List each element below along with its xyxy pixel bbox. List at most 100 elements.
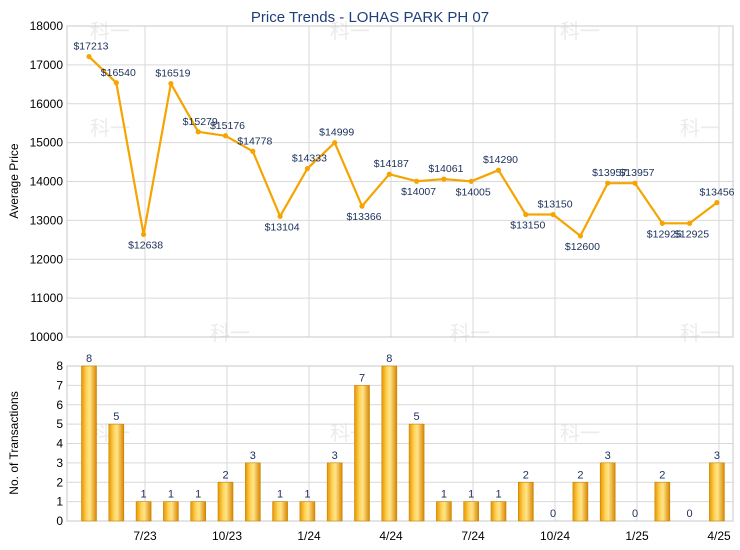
x-tick-label: 4/25: [707, 529, 731, 543]
transaction-bar: [381, 365, 398, 522]
price-data-label: $12638: [128, 239, 163, 251]
price-point: [386, 171, 392, 177]
transaction-bar: [490, 501, 507, 522]
watermark-text: 科一: [450, 321, 490, 345]
price-point: [141, 231, 147, 238]
transaction-count-label: 1: [468, 489, 474, 501]
price-y-axis-ticks: 10000 11000 12000 13000 14000 15000 16000 17000…: [30, 19, 64, 344]
price-point: [523, 211, 529, 218]
price-data-label: $14007: [401, 186, 436, 198]
transaction-bar: [81, 365, 97, 522]
transactions-y-tick-label: 4: [56, 437, 63, 451]
transaction-bar: [135, 501, 152, 522]
price-data-label: $14005: [456, 186, 491, 198]
price-point: [168, 80, 174, 87]
transaction-count-label: 0: [632, 508, 638, 520]
price-point: [195, 129, 201, 135]
price-line: [88, 55, 718, 237]
price-data-label: $14333: [292, 153, 327, 165]
transaction-count-label: 2: [523, 469, 529, 481]
transaction-count-label: 1: [441, 489, 447, 501]
transactions-y-tick-label: 6: [56, 398, 63, 412]
price-point: [441, 176, 447, 182]
price-point: [250, 148, 256, 154]
transaction-bar: [572, 481, 589, 522]
watermark-text: 科一: [680, 321, 720, 345]
transaction-count-label: 8: [386, 353, 392, 365]
price-data-label: $12925: [674, 228, 709, 240]
x-tick-label: 7/23: [133, 529, 157, 543]
price-data-label: $14061: [428, 163, 463, 175]
transaction-bar: [517, 481, 534, 522]
transaction-count-label: 1: [277, 489, 283, 501]
price-point: [86, 53, 92, 60]
price-point: [659, 220, 665, 226]
price-point: [495, 167, 502, 173]
watermark-layer: 科一科一科一科一科一科一科一科一科一科一科一: [90, 19, 720, 445]
transaction-count-label: 3: [714, 450, 720, 462]
price-data-label: $16519: [155, 68, 190, 80]
price-data-label: $15279: [183, 116, 218, 128]
price-y-tick-label: 12000: [30, 252, 64, 266]
transactions-y-tick-label: 0: [56, 514, 63, 528]
price-data-label: $13366: [346, 211, 381, 223]
transaction-count-label: 3: [250, 450, 256, 462]
price-point: [687, 220, 693, 226]
x-tick-label: 4/24: [379, 529, 403, 543]
watermark-text: 科一: [560, 421, 600, 445]
watermark-text: 科一: [330, 19, 370, 43]
price-point: [632, 180, 638, 186]
transaction-bar: [245, 462, 261, 522]
transaction-bar: [354, 385, 370, 522]
price-data-label: $13104: [265, 221, 300, 233]
x-axis-ticks: 7/23 10/23 1/24 4/24 7/24 10/24 1/25 4/25: [133, 529, 731, 543]
transaction-bar: [108, 423, 125, 522]
transaction-count-label: 2: [222, 469, 228, 481]
price-data-label: $13957: [619, 167, 654, 179]
transaction-bar: [217, 481, 234, 522]
price-data-label: $14187: [374, 158, 409, 170]
price-y-tick-label: 17000: [30, 58, 64, 72]
watermark-text: 科一: [680, 116, 720, 140]
price-data-label: $15176: [210, 120, 245, 132]
price-data-label: $12600: [565, 241, 600, 253]
transaction-bar: [599, 462, 616, 522]
transaction-bar: [326, 462, 343, 522]
transactions-y-tick-label: 8: [56, 359, 63, 373]
transaction-bar: [709, 462, 725, 522]
price-point: [605, 180, 611, 186]
transactions-y-axis-title: No. of Transactions: [7, 391, 21, 494]
price-point: [222, 133, 229, 139]
price-point: [332, 140, 338, 146]
price-point: [304, 165, 310, 172]
transactions-plot-frame: [66, 365, 734, 522]
price-y-tick-label: 15000: [30, 136, 64, 150]
watermark-text: 科一: [560, 19, 600, 43]
transaction-count-label: 3: [605, 450, 611, 462]
price-data-label: $13456: [699, 187, 734, 199]
price-data-label: $12925: [647, 228, 682, 240]
price-y-tick-label: 14000: [30, 175, 64, 189]
price-y-tick-label: 10000: [30, 330, 64, 344]
price-data-label: $14999: [319, 127, 354, 139]
transaction-count-label: 1: [168, 489, 174, 501]
transactions-y-tick-label: 3: [56, 456, 63, 470]
transactions-y-tick-label: 5: [56, 417, 63, 431]
transaction-bar: [163, 501, 179, 522]
price-point: [468, 178, 474, 184]
transaction-bar: [654, 481, 671, 522]
x-tick-label: 1/25: [625, 529, 649, 543]
transaction-bar: [299, 501, 316, 522]
price-point: [714, 200, 720, 206]
price-point: [359, 203, 365, 209]
price-y-axis-title: Average Price: [7, 143, 21, 218]
transaction-bar: [408, 423, 425, 522]
price-y-tick-label: 18000: [30, 19, 64, 33]
transaction-bar: [436, 501, 452, 522]
transaction-count-label: 8: [86, 353, 92, 365]
transaction-count-label: 1: [141, 489, 147, 501]
price-point: [577, 233, 584, 239]
price-data-label: $16540: [101, 67, 136, 79]
transaction-count-label: 5: [414, 411, 420, 423]
